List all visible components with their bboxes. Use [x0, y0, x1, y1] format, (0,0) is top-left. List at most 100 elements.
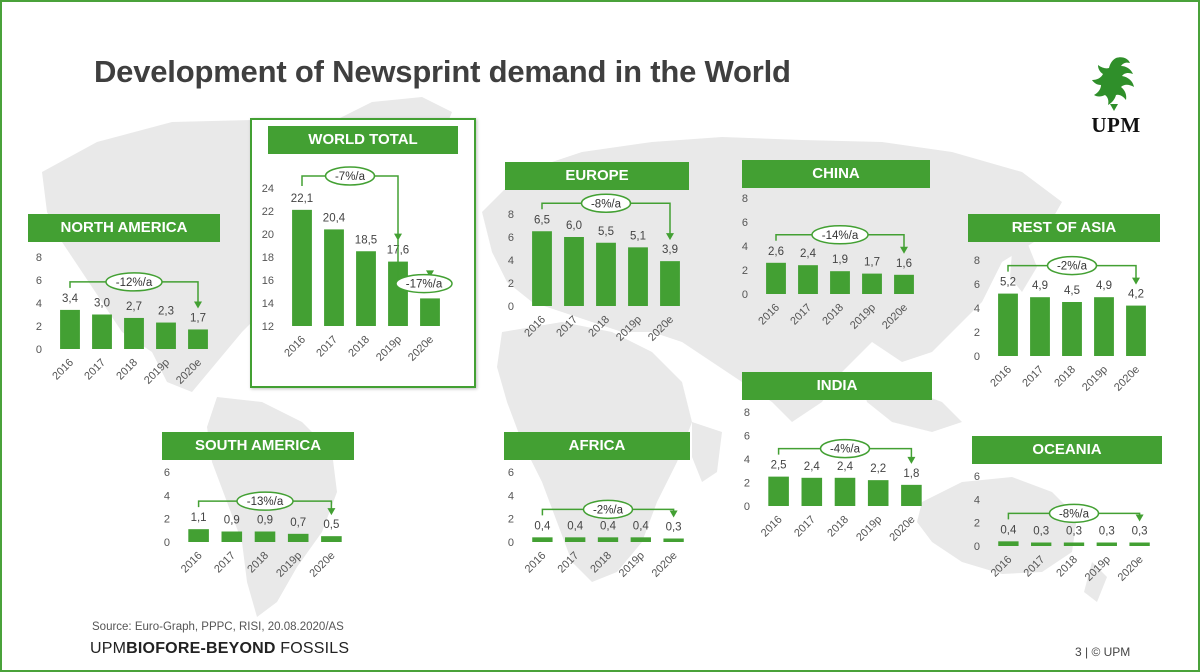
india-ytick: 0 — [744, 501, 750, 513]
world-total-bar — [324, 229, 344, 326]
india-growth-annotation: -4%/a — [777, 438, 916, 464]
africa-bar — [565, 537, 586, 542]
north-america-ytick: 8 — [36, 252, 42, 264]
rest-of-asia-growth-annotation: -2%/a — [1007, 255, 1140, 285]
world-total-bar — [356, 251, 376, 326]
north-america-ytick: 4 — [36, 298, 42, 310]
brand-bold: BIOFORE — [126, 640, 201, 657]
china-value-label: 1,9 — [832, 254, 848, 266]
source-note: Source: Euro-Graph, PPPC, RISI, 20.08.20… — [92, 621, 344, 633]
north-america-ytick: 2 — [36, 321, 42, 333]
oceania-value-label: 0,3 — [1099, 526, 1115, 538]
africa-bar — [630, 537, 651, 542]
china-chart-title: CHINA — [742, 160, 930, 188]
india-bar — [768, 476, 789, 506]
africa-bar — [597, 537, 619, 542]
africa-growth-label: -2%/a — [593, 504, 624, 516]
south-america-growth-label: -13%/a — [247, 496, 284, 508]
world-total-value-label: 18,5 — [355, 234, 377, 246]
oceania-ytick: 2 — [974, 518, 980, 530]
europe-ytick: 2 — [508, 278, 514, 290]
south-america-ytick: 6 — [164, 467, 170, 479]
europe-growth-label: -8%/a — [591, 198, 622, 210]
india-bar — [867, 480, 889, 506]
europe-bar — [564, 237, 584, 306]
world-total-ytick: 22 — [262, 206, 274, 218]
india-growth-label: -4%/a — [830, 444, 861, 456]
world-total-ytick: 20 — [262, 229, 274, 241]
india-value-label: 1,8 — [903, 468, 919, 480]
africa-ytick: 6 — [508, 467, 514, 479]
brand-prefix: UPM — [90, 640, 127, 657]
india-bar — [834, 477, 856, 506]
africa-bar — [532, 537, 553, 542]
europe-ytick: 4 — [508, 255, 514, 267]
oceania-growth-label: -8%/a — [1059, 508, 1090, 520]
rest-of-asia-value-label: 4,5 — [1064, 285, 1080, 297]
page-number: 3 | © UPM — [1075, 645, 1131, 659]
oceania-value-label: 0,4 — [1000, 524, 1017, 536]
india-value-label: 2,5 — [771, 460, 787, 472]
world-total-bar — [420, 298, 440, 326]
north-america-bar — [188, 329, 208, 349]
north-america-bar — [124, 317, 144, 349]
oceania-ytick: 4 — [974, 494, 980, 506]
world-total-value-label: 20,4 — [323, 212, 346, 224]
world-total-growth-annotation: -7%/a — [301, 166, 402, 241]
south-america-ytick: 4 — [164, 490, 170, 502]
north-america-bar — [92, 314, 112, 349]
china-bar — [766, 262, 786, 294]
oceania-category-label: 2019p — [1083, 554, 1113, 584]
china-bar — [894, 274, 914, 294]
north-america-growth-label: -12%/a — [116, 277, 153, 289]
brand-suffix: -BEYOND — [200, 640, 276, 657]
india-bar — [901, 484, 922, 506]
africa-value-label: 0,4 — [567, 520, 584, 532]
oceania-value-label: 0,3 — [1033, 526, 1049, 538]
india-chart-title: INDIA — [742, 372, 932, 400]
oceania-category-label: 2017 — [1022, 554, 1048, 580]
south-america-value-label: 0,9 — [257, 515, 273, 527]
rest-of-asia-bar — [1030, 297, 1050, 356]
oceania-ytick: 0 — [974, 541, 980, 553]
rest-of-asia-ytick: 0 — [974, 351, 980, 363]
europe-bar — [532, 231, 552, 306]
china-value-label: 2,6 — [768, 246, 784, 258]
world-total-ytick: 14 — [262, 298, 274, 310]
south-america-chart-title: SOUTH AMERICA — [162, 432, 354, 460]
logo-wordmark: UPM — [1091, 113, 1141, 137]
rest-of-asia-bar — [998, 293, 1018, 356]
world-total-ytick: 12 — [262, 321, 274, 333]
south-america-ytick: 0 — [164, 537, 170, 549]
oceania-ytick: 6 — [974, 471, 980, 483]
africa-value-label: 0,4 — [534, 520, 551, 532]
world-total-growth-label: -7%/a — [335, 171, 366, 183]
africa-ytick: 4 — [508, 490, 514, 502]
india-ytick: 4 — [744, 454, 750, 466]
rest-of-asia-value-label: 4,9 — [1032, 280, 1048, 292]
rest-of-asia-bar — [1126, 305, 1146, 356]
africa-growth-annotation: -2%/a — [541, 499, 678, 520]
china-ytick: 6 — [742, 217, 748, 229]
india-bar — [801, 477, 823, 506]
africa-bar — [663, 538, 684, 542]
europe-ytick: 0 — [508, 301, 514, 313]
north-america-value-label: 1,7 — [190, 312, 206, 324]
rest-of-asia-bar — [1094, 297, 1114, 356]
south-america-value-label: 0,9 — [224, 515, 240, 527]
world-total-ytick: 24 — [262, 183, 274, 195]
north-america-value-label: 2,7 — [126, 301, 142, 313]
europe-value-label: 6,5 — [534, 214, 550, 226]
south-america-bar — [287, 533, 309, 542]
oceania-bar — [1063, 542, 1085, 546]
south-america-bar — [188, 529, 209, 542]
upm-logo: UPM — [1080, 54, 1152, 138]
india-value-label: 2,4 — [837, 461, 854, 473]
north-america-chart-title: NORTH AMERICA — [28, 214, 220, 242]
